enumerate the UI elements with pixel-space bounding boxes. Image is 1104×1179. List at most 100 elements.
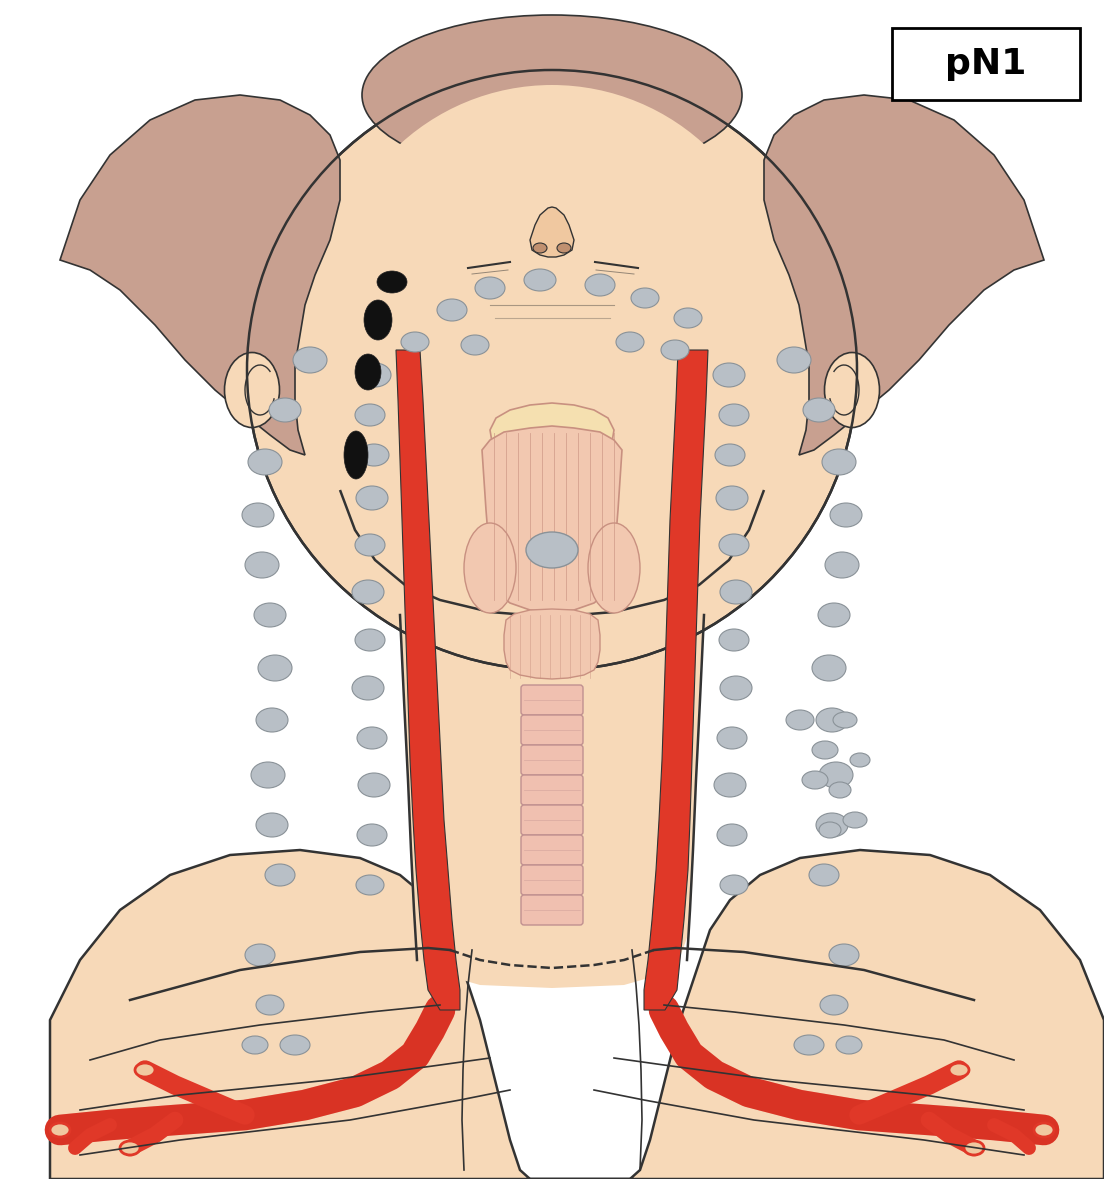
Polygon shape <box>482 426 622 612</box>
Ellipse shape <box>714 773 746 797</box>
Polygon shape <box>505 610 599 679</box>
Ellipse shape <box>813 656 846 681</box>
Ellipse shape <box>588 523 640 613</box>
Ellipse shape <box>813 740 838 759</box>
Ellipse shape <box>357 824 388 847</box>
Ellipse shape <box>786 710 814 730</box>
Ellipse shape <box>716 727 747 749</box>
Polygon shape <box>764 95 1044 455</box>
Ellipse shape <box>843 812 867 828</box>
FancyBboxPatch shape <box>521 865 583 895</box>
Ellipse shape <box>120 1141 140 1155</box>
Ellipse shape <box>355 875 384 895</box>
Ellipse shape <box>675 308 702 328</box>
Ellipse shape <box>242 1036 268 1054</box>
Ellipse shape <box>834 712 857 727</box>
Ellipse shape <box>50 1124 70 1137</box>
Ellipse shape <box>437 299 467 321</box>
Ellipse shape <box>376 271 407 294</box>
Polygon shape <box>644 350 708 1010</box>
Ellipse shape <box>247 70 857 670</box>
Ellipse shape <box>344 432 368 479</box>
Ellipse shape <box>256 995 284 1015</box>
Ellipse shape <box>245 552 279 578</box>
Ellipse shape <box>816 814 848 837</box>
Ellipse shape <box>280 1035 310 1055</box>
Ellipse shape <box>661 340 689 360</box>
Ellipse shape <box>829 782 851 798</box>
Ellipse shape <box>355 354 381 390</box>
Ellipse shape <box>362 15 742 174</box>
Ellipse shape <box>358 773 390 797</box>
Ellipse shape <box>258 656 291 681</box>
FancyBboxPatch shape <box>521 895 583 926</box>
Ellipse shape <box>475 277 505 299</box>
Ellipse shape <box>794 1035 824 1055</box>
Ellipse shape <box>135 1063 155 1076</box>
Ellipse shape <box>816 709 848 732</box>
Ellipse shape <box>802 771 828 789</box>
Ellipse shape <box>964 1141 984 1155</box>
Ellipse shape <box>256 709 288 732</box>
Ellipse shape <box>364 299 392 340</box>
Ellipse shape <box>830 503 862 527</box>
Ellipse shape <box>631 288 659 308</box>
Ellipse shape <box>526 532 578 568</box>
Ellipse shape <box>464 523 516 613</box>
Ellipse shape <box>293 347 327 373</box>
Ellipse shape <box>224 353 279 428</box>
Ellipse shape <box>359 363 391 387</box>
Ellipse shape <box>352 580 384 604</box>
Ellipse shape <box>265 864 295 885</box>
Ellipse shape <box>461 335 489 355</box>
Ellipse shape <box>533 243 546 253</box>
Ellipse shape <box>777 347 811 373</box>
Ellipse shape <box>355 534 385 556</box>
Ellipse shape <box>352 676 384 700</box>
Ellipse shape <box>251 762 285 788</box>
Ellipse shape <box>825 552 859 578</box>
Ellipse shape <box>716 486 749 511</box>
Ellipse shape <box>242 503 274 527</box>
Ellipse shape <box>829 944 859 966</box>
FancyBboxPatch shape <box>521 745 583 775</box>
Polygon shape <box>490 403 614 457</box>
Ellipse shape <box>822 449 856 475</box>
Ellipse shape <box>359 444 389 466</box>
Ellipse shape <box>254 602 286 627</box>
Ellipse shape <box>850 753 870 768</box>
Polygon shape <box>530 208 574 257</box>
Ellipse shape <box>269 399 301 422</box>
Ellipse shape <box>819 762 853 788</box>
Ellipse shape <box>720 875 749 895</box>
Ellipse shape <box>809 864 839 885</box>
Ellipse shape <box>720 580 752 604</box>
FancyBboxPatch shape <box>892 28 1080 100</box>
Ellipse shape <box>719 534 749 556</box>
Ellipse shape <box>818 602 850 627</box>
Ellipse shape <box>1034 1124 1054 1137</box>
Ellipse shape <box>524 269 556 291</box>
Ellipse shape <box>719 404 749 426</box>
Ellipse shape <box>357 727 388 749</box>
FancyBboxPatch shape <box>521 775 583 805</box>
Ellipse shape <box>355 630 385 651</box>
Ellipse shape <box>825 353 880 428</box>
Ellipse shape <box>256 814 288 837</box>
FancyBboxPatch shape <box>521 685 583 714</box>
Ellipse shape <box>820 995 848 1015</box>
Ellipse shape <box>585 274 615 296</box>
Ellipse shape <box>719 630 749 651</box>
FancyBboxPatch shape <box>521 714 583 745</box>
Ellipse shape <box>401 332 429 353</box>
Ellipse shape <box>803 399 835 422</box>
Ellipse shape <box>616 332 644 353</box>
FancyBboxPatch shape <box>521 805 583 835</box>
Polygon shape <box>60 95 340 455</box>
Ellipse shape <box>720 676 752 700</box>
Polygon shape <box>50 850 1104 1179</box>
Ellipse shape <box>245 944 275 966</box>
Polygon shape <box>396 350 460 1010</box>
Ellipse shape <box>949 1063 969 1076</box>
FancyBboxPatch shape <box>521 835 583 865</box>
